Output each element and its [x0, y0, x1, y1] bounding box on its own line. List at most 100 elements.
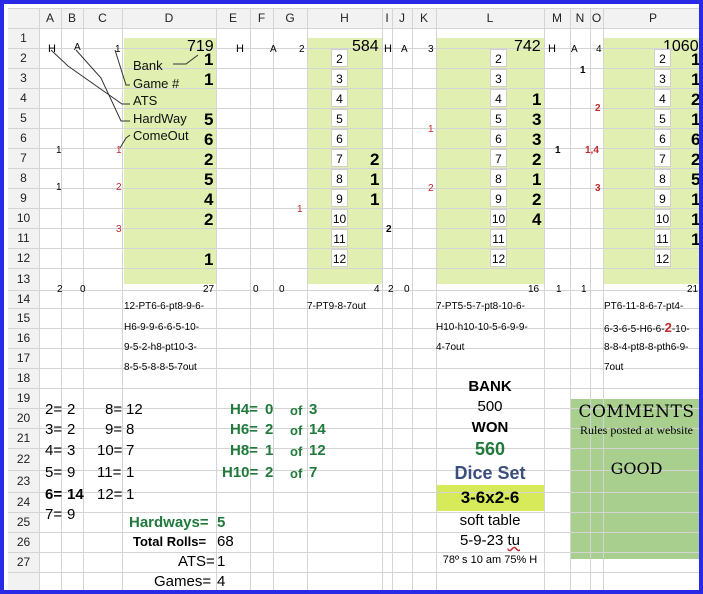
dice-set-value[interactable]: 3-6x2-6 — [460, 488, 520, 507]
roll-count-label[interactable]: 7= — [45, 506, 63, 523]
game2-value[interactable]: 1 — [370, 170, 380, 189]
r13-d[interactable]: 27 — [203, 284, 215, 295]
hardway-of[interactable]: of — [290, 403, 303, 418]
roll-count-label[interactable]: 4= — [45, 442, 63, 459]
ats-value[interactable]: 1 — [217, 553, 226, 570]
roll-count-value[interactable]: 12 — [126, 401, 143, 418]
g4-rolls-4[interactable]: 7out — [604, 362, 624, 373]
r1-c[interactable]: 1 — [115, 44, 121, 55]
g4-n-mark[interactable]: 1 — [580, 65, 586, 76]
game4-number-box[interactable]: 11 — [654, 229, 671, 247]
r13-l[interactable]: 16 — [528, 284, 540, 295]
column-header[interactable]: F — [257, 11, 266, 25]
g3-k-mark-2[interactable]: 2 — [428, 183, 434, 194]
r13-n[interactable]: 1 — [581, 284, 587, 295]
g4-rolls-2[interactable]: 6-3-6-5-H6-6-2-10- — [604, 321, 690, 335]
g1-c-mark-2[interactable]: 2 — [116, 182, 122, 193]
hardway-label[interactable]: H10= — [222, 464, 259, 481]
game2-number-box[interactable]: 10 — [331, 209, 348, 227]
game3-value[interactable]: 1 — [532, 90, 542, 109]
row-header[interactable]: 21 — [16, 431, 31, 445]
row-header[interactable]: 16 — [16, 331, 31, 345]
g3-m-mark[interactable]: 1 — [555, 145, 561, 156]
r1-o[interactable]: 4 — [596, 44, 602, 55]
column-header[interactable]: M — [552, 11, 562, 25]
hardway-of[interactable]: of — [290, 466, 303, 481]
row-header[interactable]: 12 — [16, 251, 31, 265]
column-header[interactable]: I — [385, 11, 389, 25]
game4-number-box[interactable]: 5 — [654, 109, 671, 127]
g3-k-mark-1[interactable]: 1 — [428, 124, 434, 135]
row-header[interactable]: 4 — [20, 91, 27, 105]
column-header[interactable]: D — [164, 11, 174, 25]
game1-value[interactable]: 2 — [204, 210, 214, 229]
game3-value[interactable]: 2 — [532, 190, 542, 209]
g1-rolls-1[interactable]: 12-PT6-6-pt8-9-6- — [124, 301, 205, 312]
game2-number-box[interactable]: 6 — [331, 129, 348, 147]
roll-count-label[interactable]: 5= — [45, 464, 63, 481]
game3-value[interactable]: 3 — [532, 110, 542, 129]
row-header[interactable]: 24 — [16, 495, 31, 509]
row-header[interactable]: 7 — [20, 151, 27, 165]
g1-a-mark-1[interactable]: 1 — [56, 145, 62, 156]
game3-number-box[interactable]: 5 — [490, 109, 507, 127]
roll-count-label[interactable]: 11= — [97, 464, 122, 481]
game4-number-box[interactable]: 2 — [654, 49, 671, 67]
r1-f[interactable]: A — [270, 44, 277, 55]
column-header[interactable]: H — [340, 11, 349, 25]
column-header[interactable]: G — [285, 11, 295, 25]
r1-e[interactable]: H — [236, 43, 244, 55]
r1-m[interactable]: H — [548, 43, 556, 55]
roll-count-value[interactable]: 9 — [67, 506, 76, 523]
r1-k[interactable]: 3 — [428, 44, 434, 55]
g2-g-mark[interactable]: 1 — [297, 204, 303, 215]
row-header[interactable]: 25 — [16, 515, 31, 529]
game4-value[interactable]: 1 — [691, 190, 701, 209]
game1-value[interactable]: 4 — [204, 190, 214, 209]
game4-value[interactable]: 2 — [691, 150, 701, 169]
row-header[interactable]: 13 — [16, 272, 31, 286]
game2-number-box[interactable]: 7 — [331, 149, 348, 167]
game4-number-box[interactable]: 9 — [654, 189, 671, 207]
row-header[interactable]: 17 — [16, 351, 31, 365]
roll-count-label[interactable]: 12= — [97, 486, 123, 503]
hardway-count[interactable]: 2 — [265, 421, 274, 438]
column-header[interactable]: O — [591, 11, 602, 25]
game4-number-box[interactable]: 6 — [654, 129, 671, 147]
game2-number-box[interactable]: 11 — [331, 229, 348, 247]
row-header[interactable]: 3 — [20, 71, 27, 85]
r13-p[interactable]: 21 — [687, 284, 699, 295]
game3-number-box[interactable]: 12 — [490, 249, 507, 267]
row-header[interactable]: 26 — [16, 535, 31, 549]
g2-rolls-1[interactable]: 7-PT9-8-7out — [307, 301, 366, 312]
game3-number-box[interactable]: 10 — [490, 209, 507, 227]
row-header[interactable]: 22 — [16, 452, 31, 466]
roll-count-label[interactable]: 9= — [105, 421, 123, 438]
r13-j[interactable]: 0 — [404, 284, 410, 295]
r13-b[interactable]: 0 — [80, 284, 86, 295]
table-type[interactable]: soft table — [459, 512, 521, 529]
game2-number-box[interactable]: 12 — [331, 249, 348, 267]
row-header[interactable]: 9 — [20, 191, 27, 205]
game4-value[interactable]: 1 — [691, 70, 701, 89]
game3-number-box[interactable]: 8 — [490, 169, 507, 187]
game1-value[interactable]: 5 — [204, 170, 214, 189]
dice-set-label[interactable]: Dice Set — [454, 463, 526, 483]
game3-number-box[interactable]: 4 — [490, 89, 507, 107]
game2-value[interactable]: 2 — [370, 150, 380, 169]
r1-g[interactable]: 2 — [299, 44, 305, 55]
roll-count-label[interactable]: 3= — [45, 421, 63, 438]
hardway-of[interactable]: of — [290, 444, 303, 459]
g4-o-mark-3[interactable]: 3 — [595, 183, 601, 194]
row-header[interactable]: 11 — [17, 231, 30, 245]
game2-number-box[interactable]: 4 — [331, 89, 348, 107]
row-header[interactable]: 20 — [16, 411, 31, 425]
game3-number-box[interactable]: 2 — [490, 49, 507, 67]
total-rolls[interactable]: 68 — [217, 533, 234, 550]
column-header[interactable]: E — [228, 11, 237, 25]
r1-a[interactable]: H — [48, 43, 56, 55]
row-header[interactable]: 19 — [16, 391, 31, 405]
game1-value[interactable]: 1 — [204, 250, 214, 269]
game4-number-box[interactable]: 10 — [654, 209, 671, 227]
g1-rolls-3[interactable]: 9-5-2-h8-pt10-3- — [124, 342, 197, 353]
